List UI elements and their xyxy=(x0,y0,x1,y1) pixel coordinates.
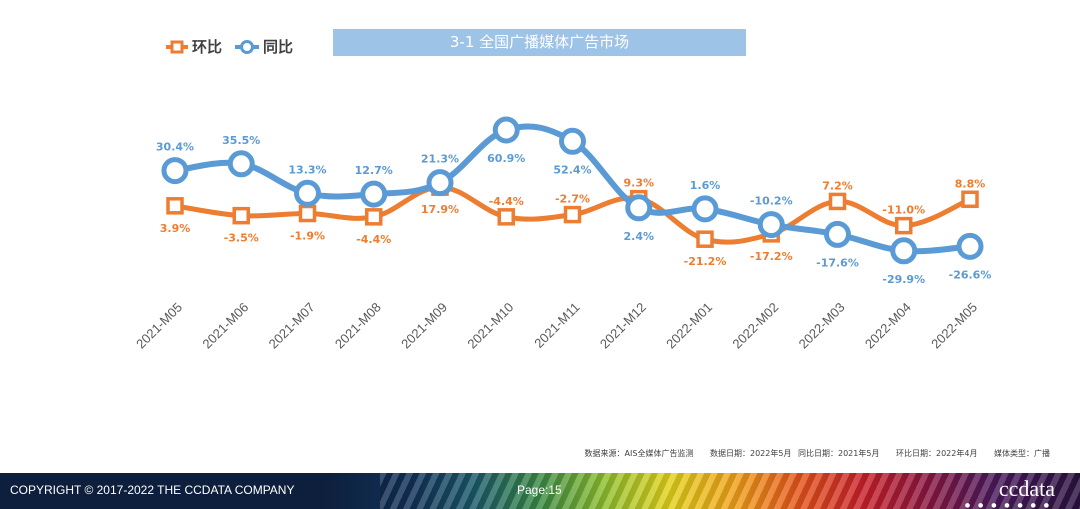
marker-mom-6 xyxy=(563,205,582,224)
marker-mom-12 xyxy=(961,190,979,209)
marker-mom-11 xyxy=(895,216,913,235)
legend-item-mom: 环比 xyxy=(165,36,222,57)
marker-yoy-9 xyxy=(757,211,785,239)
data-label-yoy-2: 13.3% xyxy=(288,163,326,176)
copyright-text: COPYRIGHT © 2017-2022 THE CCDATA COMPANY xyxy=(10,483,295,497)
data-label-mom-12: 8.8% xyxy=(955,177,986,190)
x-tick-label-9: 2022-M02 xyxy=(729,300,781,352)
mom-date-text: 环比日期：2022年4月 xyxy=(896,449,978,458)
data-label-yoy-5: 60.9% xyxy=(487,152,525,165)
chart-title: 3-1 全国广播媒体广告市场 xyxy=(333,29,746,56)
data-date-text: 数据日期：2022年5月 xyxy=(710,449,792,458)
data-label-mom-0: 3.9% xyxy=(160,222,191,235)
marker-mom-1 xyxy=(232,206,250,225)
page-number: Page:15 xyxy=(517,483,562,497)
marker-yoy-0 xyxy=(161,157,189,185)
marker-mom-8 xyxy=(696,230,714,248)
data-label-yoy-9: -10.2% xyxy=(750,195,793,208)
data-label-mom-8: -21.2% xyxy=(684,255,727,268)
x-tick-label-4: 2021-M09 xyxy=(398,300,450,352)
data-label-mom-1: -3.5% xyxy=(224,232,259,245)
data-label-mom-2: -1.9% xyxy=(290,230,325,243)
data-label-yoy-4: 21.3% xyxy=(421,153,459,166)
data-label-mom-10: 7.2% xyxy=(822,179,853,192)
data-label-yoy-0: 30.4% xyxy=(156,141,194,154)
marker-yoy-3 xyxy=(360,180,388,208)
marker-mom-2 xyxy=(298,204,317,223)
legend-label-yoy: 同比 xyxy=(263,38,294,56)
marker-yoy-1 xyxy=(227,150,255,178)
x-tick-label-10: 2022-M03 xyxy=(796,300,848,352)
media-type-text: 媒体类型：广播 xyxy=(994,449,1050,458)
footer-banner: COPYRIGHT © 2017-2022 THE CCDATA COMPANY… xyxy=(0,473,1080,509)
marker-mom-3 xyxy=(365,208,383,226)
footer-decoration xyxy=(380,473,1080,509)
x-tick-label-11: 2022-M04 xyxy=(862,300,914,352)
data-label-mom-7: 9.3% xyxy=(623,177,654,190)
marker-yoy-11 xyxy=(890,237,918,265)
marker-mom-5 xyxy=(497,208,515,226)
logo-dots: ● ● ● ● ● ● ● xyxy=(964,502,1052,509)
x-tick-label-8: 2022-M01 xyxy=(663,300,715,352)
data-label-mom-6: -2.7% xyxy=(555,193,590,206)
x-tick-label-5: 2021-M10 xyxy=(464,300,516,352)
x-tick-label-1: 2021-M06 xyxy=(199,300,251,352)
data-label-yoy-1: 35.5% xyxy=(222,134,260,147)
data-label-yoy-3: 12.7% xyxy=(355,164,393,177)
marker-yoy-4 xyxy=(426,169,454,197)
marker-yoy-8 xyxy=(691,195,719,223)
x-tick-label-0: 2021-M05 xyxy=(133,300,185,352)
source-text: 数据来源：AIS全媒体广告监测 xyxy=(584,449,694,458)
data-label-mom-5: -4.4% xyxy=(489,195,524,208)
data-label-mom-4: 17.9% xyxy=(421,203,459,216)
data-label-mom-3: -4.4% xyxy=(356,233,391,246)
legend-marker-yoy-icon xyxy=(235,39,260,54)
legend-label-mom: 环比 xyxy=(192,38,223,56)
marker-yoy-6 xyxy=(559,127,586,155)
x-tick-label-7: 2021-M12 xyxy=(597,300,649,352)
marker-yoy-2 xyxy=(294,179,321,207)
data-label-mom-9: -17.2% xyxy=(750,250,793,263)
data-label-yoy-7: 2.4% xyxy=(623,230,654,243)
source-note: 数据来源：AIS全媒体广告监测 数据日期：2022年5月 同比日期：2021年5… xyxy=(571,448,1050,459)
marker-mom-10 xyxy=(828,192,847,211)
line-chart: 3.9% -3.5% -1.9% -4.4% 17.9% -4.4% -2.7% 9.3% -2… xyxy=(133,116,992,352)
marker-yoy-10 xyxy=(824,220,851,248)
marker-yoy-12 xyxy=(956,232,984,260)
x-tick-label-12: 2022-M05 xyxy=(928,300,980,352)
data-label-mom-11: -11.0% xyxy=(882,204,925,217)
marker-yoy-7 xyxy=(625,194,653,222)
legend-item-yoy: 同比 xyxy=(234,36,293,57)
data-label-yoy-8: 1.6% xyxy=(690,179,721,192)
data-label-yoy-10: -17.6% xyxy=(816,256,859,269)
marker-yoy-5 xyxy=(492,116,520,144)
x-tick-label-2: 2021-M07 xyxy=(266,300,318,352)
legend-marker-mom-icon xyxy=(166,40,188,53)
data-label-yoy-6: 52.4% xyxy=(553,163,591,176)
marker-mom-0 xyxy=(166,197,184,215)
data-label-yoy-11: -29.9% xyxy=(882,273,925,286)
data-label-yoy-12: -26.6% xyxy=(949,268,992,281)
legend: 环比 同比 xyxy=(165,36,301,57)
yoy-date-text: 同比日期：2021年5月 xyxy=(798,449,880,458)
x-tick-label-3: 2021-M08 xyxy=(332,300,384,352)
ccdata-logo: ccdata xyxy=(998,476,1055,501)
x-tick-label-6: 2021-M11 xyxy=(531,300,582,351)
